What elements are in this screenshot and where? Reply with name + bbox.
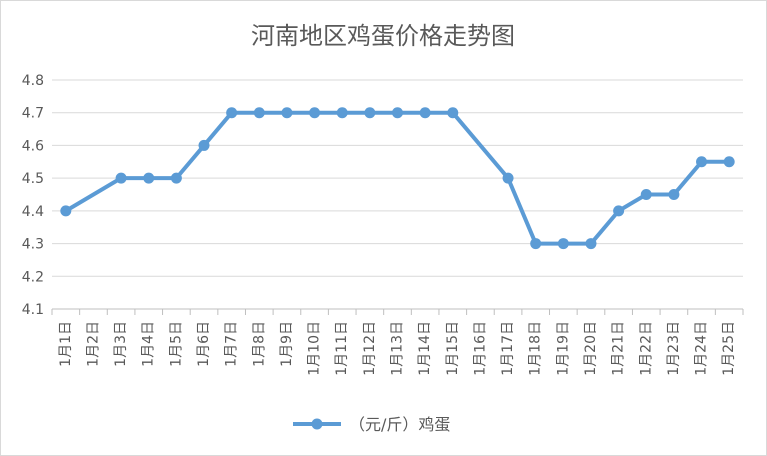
y-tick-label: 4.8 [22, 73, 44, 89]
x-tick-label: 1月6日 [196, 321, 212, 367]
data-point-1月8日 [253, 107, 265, 119]
x-tick-label: 1月9日 [279, 321, 295, 367]
x-tick-label: 1月2日 [85, 321, 101, 367]
data-point-1月3日 [115, 172, 127, 184]
data-point-1月18日 [530, 238, 542, 250]
x-tick-label: 1月21日 [611, 321, 627, 376]
x-tick-label: 1月5日 [168, 321, 184, 367]
data-point-1月4日 [143, 172, 155, 184]
y-tick-label: 4.6 [22, 138, 44, 154]
data-point-1月17日 [502, 172, 514, 184]
data-point-1月19日 [557, 238, 569, 250]
data-point-1月25日 [723, 156, 735, 168]
x-tick-label: 1月16日 [472, 321, 488, 376]
x-tick-label: 1月4日 [141, 321, 157, 367]
x-tick-label: 1月20日 [583, 321, 599, 376]
x-tick-label: 1月15日 [445, 321, 461, 376]
x-axis-ticks: 1月1日 1月2日 1月3日 1月4日 1月5日 1月6日 1月7日 1月8日 1月9日 1月10… [58, 321, 737, 376]
series [60, 107, 735, 250]
x-tick-label: 1月19日 [555, 321, 571, 376]
data-point-1月7日 [226, 107, 238, 119]
x-tick-label: 1月17日 [500, 321, 516, 376]
data-point-1月11日 [336, 107, 348, 119]
x-tick-label: 1月1日 [58, 321, 74, 367]
data-point-1月9日 [281, 107, 293, 119]
data-point-1月6日 [198, 139, 210, 151]
x-tick-label: 1月12日 [362, 321, 378, 376]
data-point-1月23日 [668, 189, 680, 200]
y-tick-label: 4.1 [22, 302, 44, 318]
y-tick-label: 4.3 [22, 237, 44, 253]
data-point-1月15日 [447, 107, 459, 119]
x-tick-label: 1月22日 [638, 321, 654, 376]
data-point-1月22日 [640, 189, 652, 200]
x-tick-label: 1月23日 [666, 321, 682, 376]
data-point-1月13日 [392, 107, 403, 119]
legend: （元/斤）鸡蛋 [293, 415, 450, 434]
x-tick-label: 1月25日 [721, 321, 737, 376]
data-point-1月10日 [309, 107, 321, 119]
y-tick-label: 4.4 [22, 204, 44, 220]
y-tick-label: 4.5 [22, 171, 44, 187]
x-tick-label: 1月14日 [417, 321, 433, 376]
x-tick-label: 1月3日 [113, 321, 129, 367]
data-point-1月12日 [364, 107, 376, 119]
x-tick-label: 1月10日 [307, 321, 323, 376]
x-tick-label: 1月13日 [390, 321, 406, 376]
data-point-1月20日 [585, 238, 597, 250]
legend-label: （元/斤）鸡蛋 [349, 415, 450, 434]
data-point-1月21日 [613, 205, 625, 217]
chart-title: 河南地区鸡蛋价格走势图 [251, 22, 515, 50]
x-tick-label: 1月8日 [251, 321, 267, 367]
legend-marker-swatch [311, 418, 323, 430]
y-tick-label: 4.2 [22, 269, 44, 285]
y-axis-ticks: 4.1 4.2 4.3 4.4 4.5 4.6 4.7 4.8 [22, 73, 44, 318]
x-tick-label: 1月18日 [528, 321, 544, 376]
axes [51, 308, 744, 315]
data-point-1月5日 [170, 172, 182, 184]
x-tick-label: 1月7日 [224, 321, 240, 367]
data-point-1月1日 [60, 205, 72, 217]
data-point-1月14日 [419, 107, 431, 119]
x-tick-label: 1月11日 [334, 321, 350, 376]
y-tick-label: 4.7 [22, 106, 44, 122]
x-tick-label: 1月24日 [694, 321, 710, 376]
data-point-1月24日 [696, 156, 708, 168]
